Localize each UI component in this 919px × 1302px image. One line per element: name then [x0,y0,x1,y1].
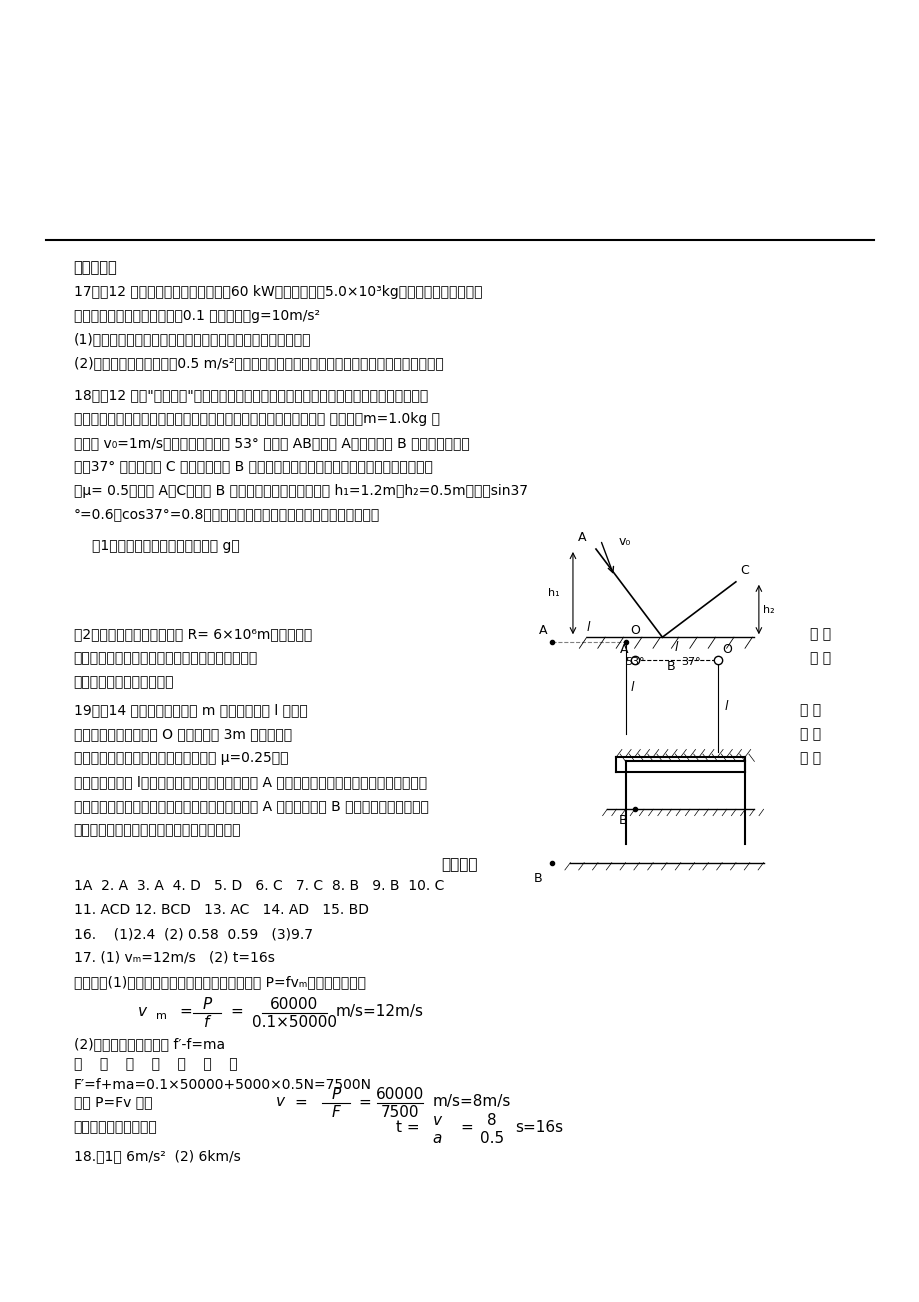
Text: 16.    (1)2.4  (2) 0.58  0.59   (3)9.7: 16. (1)2.4 (2) 0.58 0.59 (3)9.7 [74,927,312,941]
Text: 视为质点，求滑块在平台上滑行的最大距离。: 视为质点，求滑块在平台上滑行的最大距离。 [74,823,241,837]
Text: =: = [294,1094,307,1109]
Text: （2）若测得该星球的半径为 R= 6×10⁶m，宇航员在: （2）若测得该星球的半径为 R= 6×10⁶m，宇航员在 [74,628,312,641]
Text: B: B [666,660,675,673]
Text: °=0.6，cos37°=0.8，不计该星球的自转以及其他星球对它的作用。: °=0.6，cos37°=0.8，不计该星球的自转以及其他星球对它的作用。 [74,508,380,522]
Text: 17. (1) vₘ=12m/s   (2) t=16s: 17. (1) vₘ=12m/s (2) t=16s [74,950,274,965]
Text: 左边缘，滑块与平台间的动摩擦因数为 μ=0.25，平: 左边缘，滑块与平台间的动摩擦因数为 μ=0.25，平 [74,751,288,766]
Text: 时，受到的阻力大小是车重的0.1 倍，试求：g=10m/s²: 时，受到的阻力大小是车重的0.1 倍，试求：g=10m/s² [74,309,319,323]
Text: =: = [358,1094,371,1109]
Text: 探 测: 探 测 [809,651,830,665]
Text: 台 与: 台 与 [800,751,821,766]
Text: （1）求该星球表面的重力加速度 g；: （1）求该星球表面的重力加速度 g； [92,539,240,553]
Text: B: B [618,814,627,827]
Text: F′=f+ma=0.1×50000+5000×0.5N=7500N: F′=f+ma=0.1×50000+5000×0.5N=7500N [74,1078,371,1092]
Text: 7500: 7500 [380,1105,419,1120]
Text: 为μ= 0.5，测得 A、C两点离 B 点所在水平面的高度分别为 h₁=1.2m，h₂=0.5m。已知sin37: 为μ= 0.5，测得 A、C两点离 B 点所在水平面的高度分别为 h₁=1.2m… [74,483,527,497]
Text: 1A  2. A  3. A  4. D   5. D   6. C   7. C  8. B   9. B  10. C: 1A 2. A 3. A 4. D 5. D 6. C 7. C 8. B 9.… [74,879,444,893]
Text: =: = [179,1004,192,1019]
Text: 悬 挂: 悬 挂 [800,703,821,717]
Text: 18．（12 分）"嫦娥一号"探月卫星的成功发射，实现了中华民族千年奔月的梦想。假若我: 18．（12 分）"嫦娥一号"探月卫星的成功发射，实现了中华民族千年奔月的梦想。… [74,388,427,402]
Text: 平 台: 平 台 [800,728,821,741]
Text: 根据 P=Fv 得：: 根据 P=Fv 得： [74,1095,152,1109]
Text: h₂: h₂ [763,604,774,615]
Text: 水平面的高度为 l。现将小球向左拉至细线水平的 A 点（细线拉直）由静止释放，小球运动到: 水平面的高度为 l。现将小球向左拉至细线水平的 A 点（细线拉直）由静止释放，小… [74,775,426,789]
Text: =: = [230,1004,243,1019]
Text: P: P [202,997,211,1012]
Text: 滑块以 v₀=1m/s的初速度从倾角为 53° 的斜面 AB的顶点 A滑下，到达 B 点后恰好能沿倾: 滑块以 v₀=1m/s的初速度从倾角为 53° 的斜面 AB的顶点 A滑下，到达… [74,436,469,449]
Text: 17．（12 分）汽车发动机额定功率为60 kW，汽车质量为5.0×10³kg，汽车在水平路面行驶: 17．（12 分）汽车发动机额定功率为60 kW，汽车质量为5.0×10³kg，… [74,285,482,299]
Text: 11. ACD 12. BCD   13. AC   14. AD   15. BD: 11. ACD 12. BCD 13. AC 14. AD 15. BD [74,904,369,917]
Text: 53°: 53° [625,658,644,668]
Text: =: = [460,1120,472,1135]
Text: F: F [331,1105,340,1120]
Text: v: v [432,1113,441,1128]
Text: l: l [630,681,633,694]
Text: a: a [432,1131,441,1146]
Text: C: C [740,564,748,577]
Text: 该星球上发射一颗探测器绕其做匀速圆周运动，则: 该星球上发射一颗探测器绕其做匀速圆周运动，则 [74,651,257,665]
Text: A: A [619,643,628,656]
Text: 37°: 37° [680,658,699,668]
Text: (2)若汽车从静止开始，以0.5 m/s²的加速度匀加速运动，则这一匀加速度能维持多长时间？: (2)若汽车从静止开始，以0.5 m/s²的加速度匀加速运动，则这一匀加速度能维… [74,357,443,371]
Text: 60000: 60000 [270,997,318,1012]
Text: B: B [534,872,542,885]
Text: (1)汽车保持额定功率从静止出发后能达到的最大速度是多少？: (1)汽车保持额定功率从静止出发后能达到的最大速度是多少？ [74,333,311,346]
Text: 19．（14 分）如图，质量为 m 的小球用长为 l 的细线: 19．（14 分）如图，质量为 m 的小球用长为 l 的细线 [74,703,307,717]
Text: 8: 8 [487,1113,496,1128]
Text: 0.1×50000: 0.1×50000 [252,1016,336,1030]
Text: v: v [138,1004,147,1019]
Text: m/s=8m/s: m/s=8m/s [432,1094,510,1109]
Text: v₀: v₀ [618,535,630,548]
Text: f: f [204,1016,210,1030]
Text: 角为37° 的斜面到达 C 点。不计滑过 B 点时的机械能损失，滑块与斜面间的动摩擦因数均: 角为37° 的斜面到达 C 点。不计滑过 B 点时的机械能损失，滑块与斜面间的动… [74,460,432,474]
Text: s=16s: s=16s [515,1120,562,1135]
Text: l: l [674,641,677,654]
Text: 0.5: 0.5 [480,1131,504,1146]
Text: 最低点时细线恰好断裂，小球与小滑块正碰后落到 A 点的正下方的 B 点。小球、小滑块均可: 最低点时细线恰好断裂，小球与小滑块正碰后落到 A 点的正下方的 B 点。小球、小… [74,799,428,814]
Text: 四、解答题: 四、解答题 [74,260,118,275]
Text: A: A [578,531,586,544]
Text: 国的航天员登上某一星球并在该星球表面上做了如下图所示力学实验 让质量为m=1.0kg 的: 国的航天员登上某一星球并在该星球表面上做了如下图所示力学实验 让质量为m=1.0… [74,411,439,426]
Text: 参考答案: 参考答案 [441,857,478,872]
Text: 要 在: 要 在 [809,628,830,641]
Text: m: m [156,1012,167,1021]
Text: P: P [331,1087,340,1101]
Text: O: O [630,624,640,637]
Text: 解    得    牵    引    力    为    ：: 解 得 牵 引 力 为 ： [74,1057,237,1072]
Text: 在平台左边缘正上方的 O 点，质量为 3m 的滑块放在: 在平台左边缘正上方的 O 点，质量为 3m 的滑块放在 [74,728,291,741]
Text: 60000: 60000 [376,1087,424,1101]
Text: t =: t = [395,1120,419,1135]
Text: l: l [586,621,590,634]
Text: h₁: h₁ [547,589,559,598]
Text: A: A [539,624,547,637]
Text: 【解析】(1)当牵引力等于阻力时速度最大，根据 P=fvₘ得最大速度为：: 【解析】(1)当牵引力等于阻力时速度最大，根据 P=fvₘ得最大速度为： [74,975,365,988]
Text: 器运行的最大速度为多大？: 器运行的最大速度为多大？ [74,674,174,689]
Text: 18.（1） 6m/s²  (2) 6km/s: 18.（1） 6m/s² (2) 6km/s [74,1150,240,1164]
Text: m/s=12m/s: m/s=12m/s [335,1004,424,1019]
Text: 则匀加速运动的时间：: 则匀加速运动的时间： [74,1121,157,1134]
Text: (2)根据牛顿第二定律： f′-f=ma: (2)根据牛顿第二定律： f′-f=ma [74,1038,224,1052]
Text: O: O [721,643,732,656]
Text: l: l [724,699,728,712]
Text: v: v [276,1094,285,1109]
